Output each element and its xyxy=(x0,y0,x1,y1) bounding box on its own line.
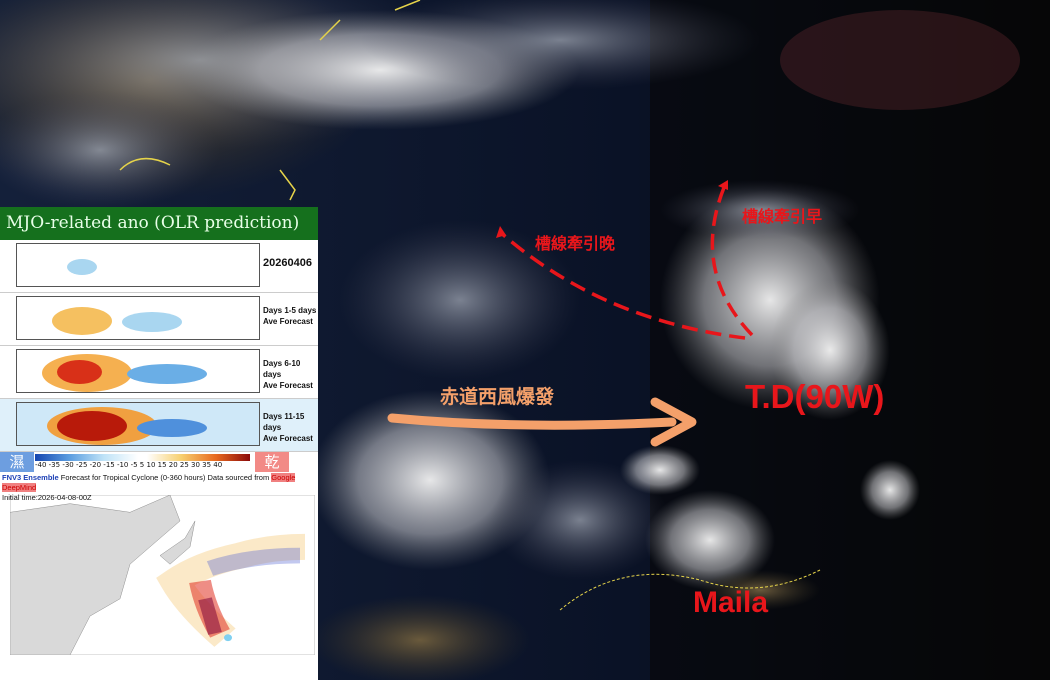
inset-panel: MJO-related ano (OLR prediction) 2026040… xyxy=(0,207,318,680)
track-map xyxy=(10,495,315,655)
trough-late-label: 槽線牽引晚 xyxy=(535,234,616,253)
westerly-burst-label: 赤道西風爆發 xyxy=(440,386,555,408)
mjo-title: MJO-related ano (OLR prediction) xyxy=(0,207,318,240)
mjo-map-row: Days 1-5 days Ave Forecast xyxy=(0,293,318,346)
olr-map xyxy=(16,349,260,393)
olr-map xyxy=(16,296,260,340)
mjo-row-label: Days 1-5 days Ave Forecast xyxy=(263,306,317,326)
trough-early-arrow xyxy=(710,184,754,337)
mjo-map-row: 20260406 xyxy=(0,240,318,293)
wet-label: 濕 xyxy=(0,452,34,472)
olr-map xyxy=(16,402,260,446)
dry-label: 乾 xyxy=(255,452,289,472)
maila-label: Maila xyxy=(693,586,769,619)
mjo-map-row: Days 6-10 days Ave Forecast xyxy=(0,346,318,399)
olr-map xyxy=(16,243,260,287)
colorbar-ticks: -40 -35 -30 -25 -20 -15 -10 -5 5 10 15 2… xyxy=(35,461,223,469)
td-90w-label: T.D(90W) xyxy=(745,378,885,415)
mjo-row-label: Days 6-10 days Ave Forecast xyxy=(263,359,313,390)
initial-time: Initial time:2026-04-08-00Z xyxy=(2,493,92,502)
trough-late-arrow xyxy=(498,230,746,340)
olr-colorbar: 濕 -40 -35 -30 -25 -20 -15 -10 -5 5 10 15… xyxy=(0,452,318,472)
track-title: FNV3 Ensemble Forecast for Tropical Cycl… xyxy=(2,473,296,492)
mjo-row-label: Days 11-15 days Ave Forecast xyxy=(263,412,313,443)
mjo-date: 20260406 xyxy=(263,257,312,269)
tc-track-forecast: FNV3 Ensemble Forecast for Tropical Cycl… xyxy=(0,472,318,657)
westerly-burst-arrow xyxy=(387,413,677,430)
trough-early-label: 槽線牽引早 xyxy=(742,207,823,226)
mjo-map-row: Days 11-15 days Ave Forecast xyxy=(0,399,318,452)
